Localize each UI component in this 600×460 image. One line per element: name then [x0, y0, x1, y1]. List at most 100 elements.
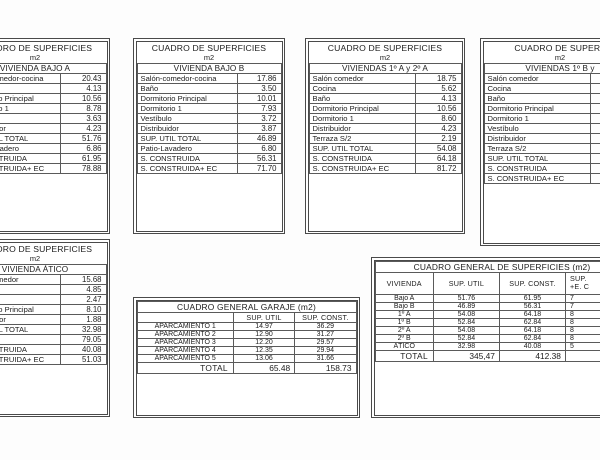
- table-row: Distribuidor: [483, 132, 600, 144]
- general-row-const: 64.18: [498, 309, 566, 319]
- total-value: 6.80: [237, 142, 282, 154]
- total-value: 78.88: [60, 162, 107, 174]
- total-value: 51.76: [60, 132, 107, 144]
- total-label: SUP. UTIL TOTAL: [136, 132, 239, 144]
- table-row: Salón comedor 18.75: [308, 72, 462, 84]
- table-units: m2: [554, 52, 566, 62]
- general-total-ec: [564, 349, 600, 362]
- table-row: Dormitorio 18.78: [0, 102, 107, 114]
- general-header-row: VIVIENDA SUP. UTIL SUP. CONST. SUP. +E. …: [374, 271, 600, 295]
- row-value: 3.63: [60, 112, 107, 124]
- row-label: Vestíbulo: [483, 122, 591, 134]
- garage-title: CUADRO GENERAL GARAJE (m2): [136, 300, 357, 313]
- row-value: 4.23: [60, 122, 107, 134]
- total-value: 81.72: [414, 162, 462, 174]
- general-row-util: 32.98: [432, 341, 500, 351]
- table-row: 1º B 52.84 62.84 8: [374, 317, 600, 327]
- row-label: Dormitorio Principal: [0, 303, 62, 315]
- table-total-row: S. CONSTRUIDA40.08: [0, 343, 107, 355]
- total-label: Patio-Lavadero: [136, 142, 239, 154]
- table-subject: VIVIENDA BAJO A: [0, 62, 107, 74]
- table-subject-row: VIVIENDA BAJO A: [0, 62, 107, 74]
- general-row-ec: 8: [564, 317, 600, 327]
- garage-row-label: APARCAMIENTO 3: [136, 337, 234, 347]
- general-row-util: 51.76: [432, 293, 500, 303]
- row-value: 3.50: [237, 82, 282, 94]
- row-label: Salón comedor: [308, 72, 416, 84]
- garage-row-util: 12.20: [232, 337, 296, 347]
- total-label: S. CONSTRUIDA+ EC: [0, 162, 62, 174]
- table-row: Vestíbulo 3.72: [136, 112, 282, 124]
- garage-total-row: TOTAL 65.48 158.73: [136, 361, 357, 374]
- total-label: S. CONSTRUIDA: [308, 152, 416, 164]
- table-title: CUADRO DE SUPERF: [514, 42, 600, 53]
- general-row-ec: 8: [564, 309, 600, 319]
- table-units: m2: [379, 52, 391, 62]
- row-value: 10.01: [237, 92, 282, 104]
- row-label: Baño: [136, 82, 239, 94]
- garage-row-const: 29.94: [294, 345, 357, 355]
- row-value: 4.85: [60, 283, 107, 295]
- garage-row-const: 29.57: [294, 337, 357, 347]
- general-row-const: 64.18: [498, 325, 566, 335]
- general-row-vivienda: 2º A: [374, 325, 434, 335]
- row-label: Cocina: [0, 283, 62, 295]
- table-subject: VIVIENDAS 1º A y 2º A: [308, 62, 462, 74]
- table-row: Baño2.47: [0, 293, 107, 305]
- general-row-vivienda: Bajo B: [374, 301, 434, 311]
- table-title-row: CUADRO DE SUPERFICIES: [0, 42, 106, 53]
- table-units-row: m2: [0, 53, 106, 64]
- table-total-row: S. CONSTRUIDA 64.18: [308, 152, 462, 164]
- general-row-const: 62.84: [498, 317, 566, 327]
- general-col-sup-ec-line1: SUP.: [569, 274, 587, 284]
- general-row-util: 52.84: [432, 317, 500, 327]
- total-label: SUP. UTIL TOTAL: [308, 142, 416, 154]
- garage-row-label: APARCAMIENTO 2: [136, 329, 234, 339]
- row-label: Cocina: [308, 82, 416, 94]
- row-value: 8.60: [414, 112, 462, 124]
- row-value: [589, 82, 600, 94]
- table-title-row: CUADRO DE SUPERFICIES: [137, 42, 281, 53]
- table-viviendas-1a-2a: CUADRO DE SUPERFICIES m2 VIVIENDAS 1º A …: [305, 38, 465, 234]
- row-label: Baño: [0, 82, 62, 94]
- row-label: Distribuidor: [0, 313, 62, 325]
- general-total-label: TOTAL: [374, 349, 434, 362]
- row-value: 8.10: [60, 303, 107, 315]
- general-row-const: 61.95: [498, 293, 566, 303]
- total-value: 46.89: [237, 132, 282, 144]
- row-value: [589, 122, 600, 134]
- row-label: Distribuidor: [308, 122, 416, 134]
- table-row: Dormitorio Principal 10.01: [136, 92, 282, 104]
- table-row: Dormitorio Principal: [483, 102, 600, 114]
- total-value: 51.03: [60, 353, 107, 365]
- table-row: Cocina: [483, 82, 600, 94]
- row-value: 8.78: [60, 102, 107, 114]
- general-total-row: TOTAL 345,47 412.38: [374, 349, 600, 362]
- row-label: Dormitorio 1: [308, 112, 416, 124]
- row-label: Baño: [308, 92, 416, 104]
- total-label: S. CONSTRUIDA: [0, 152, 62, 164]
- table-row: Terraza S/2 2.19: [308, 132, 462, 144]
- table-1b-2b-grid: CUADRO DE SUPERF m2 VIVIENDAS 1º B y Sal…: [483, 42, 600, 184]
- row-label: Salón comedor: [0, 273, 62, 285]
- table-total-row: SUP. UTIL TOTAL 46.89: [136, 132, 282, 144]
- garage-row-const: 31.66: [294, 353, 357, 363]
- row-value: 4.13: [414, 92, 462, 104]
- table-row: APARCAMIENTO 2 12.90 31.27: [136, 329, 357, 339]
- total-value: 56.31: [237, 152, 282, 164]
- row-value: [589, 102, 600, 114]
- row-label: Baño: [0, 293, 62, 305]
- table-total-row: SUP. UTIL TOTAL 54.08: [308, 142, 462, 154]
- general-row-ec: 7: [564, 301, 600, 311]
- general-row-vivienda: 1º B: [374, 317, 434, 327]
- table-units-row: m2: [309, 53, 461, 64]
- row-label: Distribuidor: [136, 122, 239, 134]
- garage-row-util: 12.90: [232, 329, 296, 339]
- table-general-grid: CUADRO GENERAL DE SUPERFICIES (m2) VIVIE…: [374, 260, 600, 362]
- table-bajo-a-grid: CUADRO DE SUPERFICIES m2 VIVIENDA BAJO A…: [0, 42, 107, 174]
- row-value: [589, 112, 600, 124]
